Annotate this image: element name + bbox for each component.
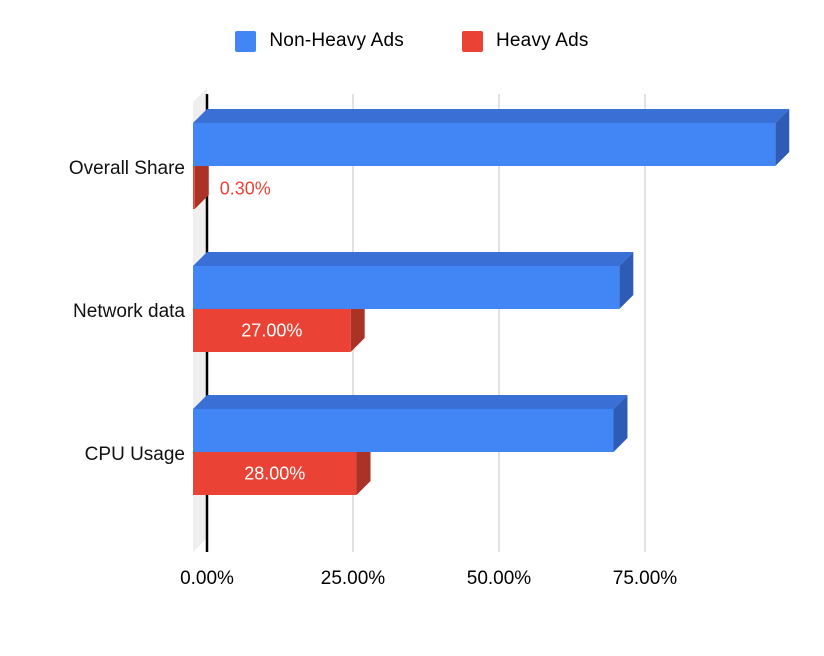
legend-swatch-red-icon bbox=[461, 30, 483, 52]
category-label: CPU Usage bbox=[85, 444, 185, 465]
category-label: Overall Share bbox=[69, 158, 185, 179]
bar-value-label: 0.30% bbox=[220, 179, 271, 199]
x-tick-label: 75.00% bbox=[613, 568, 678, 589]
x-tick-label: 25.00% bbox=[321, 568, 386, 589]
bar-end-non-heavy-ads-0 bbox=[775, 109, 790, 166]
legend-label: Non-Heavy Ads bbox=[269, 30, 404, 51]
bar-heavy-ads-2 bbox=[193, 452, 357, 495]
chart-legend: Non-Heavy Ads Heavy Ads bbox=[0, 28, 824, 54]
bar-heavy-ads-1 bbox=[193, 309, 351, 352]
bar-non-heavy-ads-0 bbox=[193, 123, 776, 166]
bar-end-heavy-ads-1 bbox=[350, 295, 365, 352]
bar-chart: 0.30% Overall Share 27.00% Network data 28.0… bbox=[69, 88, 790, 589]
bar-non-heavy-ads-2 bbox=[193, 409, 614, 452]
legend-item-heavy-ads: Heavy Ads bbox=[461, 30, 589, 52]
bar-value-label: 27.00% bbox=[241, 321, 302, 341]
bar-end-non-heavy-ads-1 bbox=[619, 252, 634, 309]
legend-swatch-blue-icon bbox=[235, 30, 257, 52]
bar-value-label: 28.00% bbox=[244, 464, 305, 484]
bar-top-non-heavy-ads-1 bbox=[193, 252, 634, 266]
bar-non-heavy-ads-1 bbox=[193, 266, 620, 309]
bar-top-non-heavy-ads-2 bbox=[193, 395, 628, 409]
legend-item-non-heavy-ads: Non-Heavy Ads bbox=[235, 30, 404, 52]
bar-end-heavy-ads-0 bbox=[194, 152, 209, 209]
legend-label: Heavy Ads bbox=[495, 30, 589, 51]
bar-end-non-heavy-ads-2 bbox=[613, 395, 628, 452]
x-tick-label: 50.00% bbox=[467, 568, 532, 589]
bar-top-non-heavy-ads-0 bbox=[193, 109, 790, 123]
x-tick-label: 0.00% bbox=[180, 568, 234, 589]
bar-heavy-ads-0 bbox=[193, 166, 195, 209]
bar-end-heavy-ads-2 bbox=[356, 438, 371, 495]
category-label: Network data bbox=[73, 301, 185, 322]
